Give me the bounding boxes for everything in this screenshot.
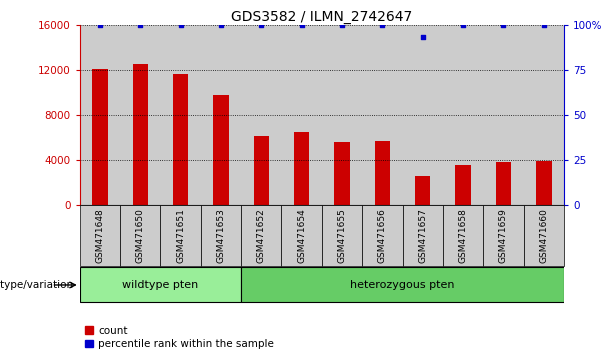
Point [458, 22, 468, 28]
FancyBboxPatch shape [483, 205, 524, 266]
Bar [455, 165, 471, 205]
Bar [403, 25, 443, 205]
Legend: count, percentile rank within the sample: count, percentile rank within the sample [85, 326, 274, 349]
Bar [254, 137, 269, 205]
FancyBboxPatch shape [443, 205, 483, 266]
Bar [375, 141, 390, 205]
FancyBboxPatch shape [120, 205, 161, 266]
Point [95, 22, 105, 28]
Text: GSM471652: GSM471652 [257, 208, 266, 263]
Bar [201, 25, 241, 205]
FancyBboxPatch shape [281, 205, 322, 266]
FancyBboxPatch shape [241, 268, 564, 302]
Point [539, 22, 549, 28]
Bar [213, 95, 229, 205]
Title: GDS3582 / ILMN_2742647: GDS3582 / ILMN_2742647 [231, 10, 413, 24]
Point [378, 22, 387, 28]
Bar [281, 25, 322, 205]
Bar [173, 74, 188, 205]
Bar [415, 176, 430, 205]
Bar [80, 25, 120, 205]
FancyBboxPatch shape [403, 205, 443, 266]
Text: GSM471658: GSM471658 [459, 208, 468, 263]
Text: heterozygous pten: heterozygous pten [350, 280, 455, 290]
Text: GSM471660: GSM471660 [539, 208, 548, 263]
FancyBboxPatch shape [524, 205, 564, 266]
Point [418, 35, 428, 40]
Bar [362, 25, 403, 205]
Text: GSM471655: GSM471655 [338, 208, 346, 263]
Point [176, 22, 186, 28]
Text: GSM471654: GSM471654 [297, 208, 306, 263]
Text: GSM471650: GSM471650 [135, 208, 145, 263]
Text: GSM471656: GSM471656 [378, 208, 387, 263]
Point [216, 22, 226, 28]
Point [337, 22, 347, 28]
Text: GSM471657: GSM471657 [418, 208, 427, 263]
Bar [120, 25, 161, 205]
Bar [161, 25, 201, 205]
Bar [92, 69, 108, 205]
FancyBboxPatch shape [201, 205, 241, 266]
FancyBboxPatch shape [362, 205, 403, 266]
Text: GSM471653: GSM471653 [216, 208, 226, 263]
Text: genotype/variation: genotype/variation [0, 280, 74, 290]
Bar [241, 25, 281, 205]
Bar [443, 25, 483, 205]
FancyBboxPatch shape [80, 268, 241, 302]
FancyBboxPatch shape [80, 205, 120, 266]
Bar [483, 25, 524, 205]
Text: GSM471659: GSM471659 [499, 208, 508, 263]
Point [256, 22, 266, 28]
FancyBboxPatch shape [241, 205, 281, 266]
Point [297, 22, 306, 28]
Text: wildtype pten: wildtype pten [122, 280, 199, 290]
Bar [496, 162, 511, 205]
Bar [334, 142, 350, 205]
Point [498, 22, 508, 28]
Bar [322, 25, 362, 205]
Bar [536, 161, 552, 205]
Point [135, 22, 145, 28]
FancyBboxPatch shape [322, 205, 362, 266]
Bar [294, 132, 310, 205]
Bar [132, 64, 148, 205]
FancyBboxPatch shape [161, 205, 201, 266]
Bar [524, 25, 564, 205]
Text: GSM471651: GSM471651 [176, 208, 185, 263]
Text: GSM471648: GSM471648 [96, 208, 104, 263]
